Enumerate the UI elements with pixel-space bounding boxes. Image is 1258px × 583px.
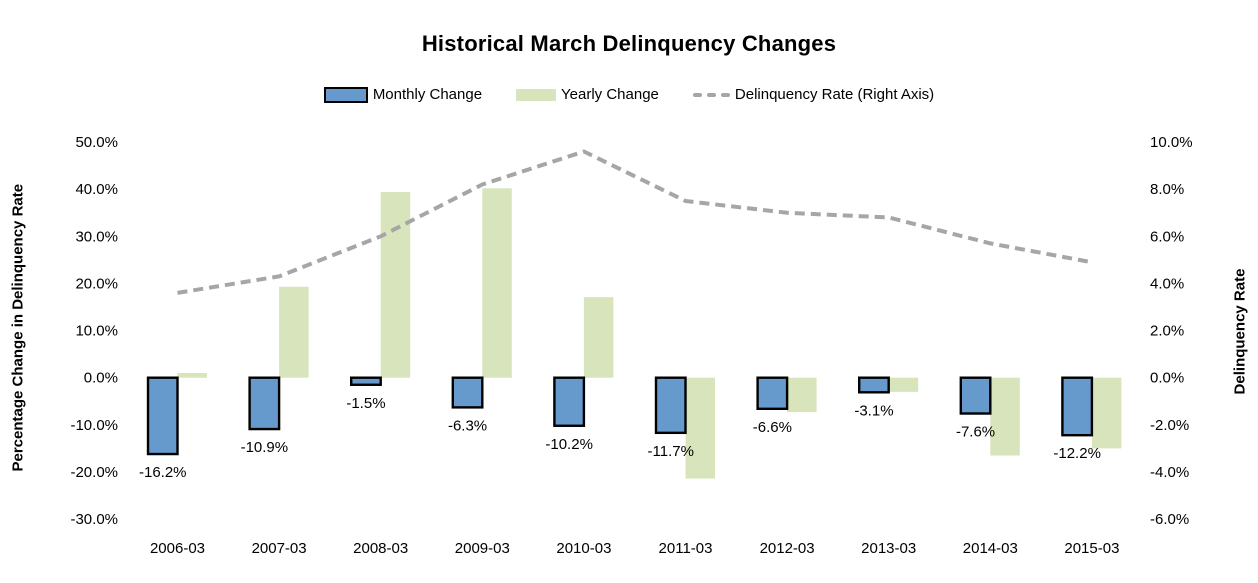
yearly-change-bar-2010-03 [583, 297, 614, 378]
monthly-change-data-label: -11.7% [648, 443, 694, 460]
yearly-change-bar-2008-03 [380, 192, 411, 378]
monthly-change-bar-2007-03 [248, 376, 281, 431]
dash-segment [706, 92, 716, 97]
legend-label: Delinquency Rate (Right Axis) [734, 86, 935, 103]
delinquency-rate-line [177, 149, 1093, 295]
yearly-change-bar-2014-03 [990, 377, 1020, 456]
legend-item-yearly-change: Yearly Change [516, 86, 659, 103]
right-axis-tick: 8.0% [1150, 181, 1184, 198]
yearly-change-bar-2012-03 [787, 377, 817, 413]
x-axis-label: 2008-03 [353, 540, 408, 557]
x-axis-label: 2013-03 [861, 540, 916, 557]
monthly-change-data-label: -10.2% [545, 436, 593, 453]
legend-item-monthly-change: Monthly Change [323, 86, 483, 103]
left-axis-tick: -10.0% [70, 417, 118, 434]
monthly-change-data-label: -6.6% [753, 419, 792, 436]
yearly-change-bar-2009-03 [482, 188, 512, 378]
dash-segment [720, 92, 730, 97]
x-axis-label: 2012-03 [760, 540, 815, 557]
left-axis-tick: 30.0% [75, 228, 118, 245]
right-axis-tick: -4.0% [1150, 464, 1189, 481]
x-axis-label: 2007-03 [252, 540, 307, 557]
x-axis-label: 2015-03 [1064, 540, 1119, 557]
right-axis-tick: 10.0% [1150, 134, 1193, 151]
monthly-change-bar-2006-03 [146, 376, 179, 456]
monthly-change-data-label: -16.2% [139, 464, 187, 481]
monthly-change-bar-2011-03 [654, 376, 687, 435]
legend-label: Yearly Change [561, 86, 659, 103]
chart-title: Historical March Delinquency Changes [421, 31, 837, 56]
x-axis-label: 2009-03 [455, 540, 510, 557]
monthly-change-bar-2012-03 [756, 376, 789, 411]
right-axis-tick: -6.0% [1150, 511, 1189, 528]
yearly-change-bar-2013-03 [888, 377, 919, 392]
monthly-change-data-label: -10.9% [241, 439, 289, 456]
monthly-change-bar-2010-03 [553, 376, 586, 427]
x-axis-label: 2006-03 [150, 540, 205, 557]
left-axis-tick: 0.0% [84, 370, 118, 387]
right-axis-tick: -2.0% [1150, 417, 1189, 434]
yearly-change-bar-2015-03 [1091, 377, 1122, 449]
monthly-change-bar-2009-03 [451, 376, 484, 409]
right-axis-tick: 2.0% [1150, 323, 1184, 340]
left-axis-tick: 40.0% [75, 181, 118, 198]
x-axis-label: 2010-03 [556, 540, 611, 557]
monthly-change-bar-2014-03 [959, 376, 992, 415]
monthly-change-bar-2013-03 [858, 376, 890, 394]
right-axis-tick: 0.0% [1150, 370, 1184, 387]
dashed-line-swatch-icon [692, 92, 730, 97]
left-axis-tick: 10.0% [75, 323, 118, 340]
monthly-change-data-label: -7.6% [956, 424, 995, 441]
x-axis-label: 2011-03 [659, 540, 713, 557]
bar-swatch-icon [516, 88, 557, 101]
yearly-change-bar-2007-03 [279, 286, 309, 378]
right-axis-tick: 4.0% [1150, 275, 1184, 292]
monthly-change-data-label: -6.3% [448, 417, 487, 434]
dash-segment [692, 92, 702, 97]
left-axis-tick: 20.0% [75, 275, 118, 292]
legend-item-delinquency-rate: Delinquency Rate (Right Axis) [692, 86, 935, 103]
monthly-change-data-label: -3.1% [854, 402, 893, 419]
left-axis-tick: 50.0% [75, 134, 118, 151]
yearly-change-bar-2006-03 [177, 372, 207, 378]
x-axis-label: 2014-03 [963, 540, 1018, 557]
left-axis-tick: -20.0% [70, 464, 118, 481]
yearly-change-bar-2011-03 [685, 377, 715, 479]
bar-swatch-icon [323, 86, 368, 103]
right-axis-tick: 6.0% [1150, 228, 1184, 245]
monthly-change-bar-2008-03 [350, 376, 382, 386]
monthly-change-data-label: -1.5% [346, 395, 385, 412]
left-axis-tick: -30.0% [70, 511, 118, 528]
monthly-change-bar-2015-03 [1061, 376, 1094, 437]
chart-legend: Monthly Change Yearly Change Delinquency R… [0, 86, 1258, 103]
legend-label: Monthly Change [372, 86, 483, 103]
monthly-change-data-label: -12.2% [1053, 445, 1101, 462]
